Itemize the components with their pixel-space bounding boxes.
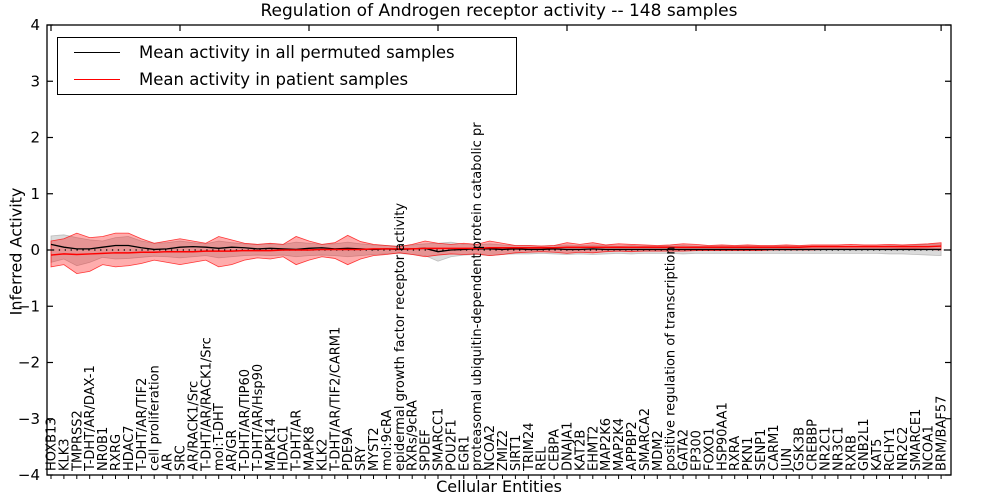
x-tick-label: TRIM24 <box>522 422 537 472</box>
y-tick-label: 0 <box>30 241 40 259</box>
x-tick-label: SMARCC1 <box>432 408 447 471</box>
line-permuted-mean <box>50 243 942 253</box>
x-tick-label: NCOA2 <box>483 425 498 471</box>
x-tick-label: SIRT1 <box>509 435 524 471</box>
x-tick-label: T-DHT/AR/DAX-1 <box>83 365 98 472</box>
x-tick-label: REL <box>535 446 550 471</box>
x-tick-label: ZMIZ2 <box>496 430 511 471</box>
x-tick-label: SENP1 <box>754 429 769 471</box>
x-tick-label: epidermal growth factor receptor activit… <box>393 203 408 471</box>
x-tick-label: MAP2K6 <box>599 418 614 471</box>
x-tick-label: NR0B1 <box>96 427 111 471</box>
x-tick-label: JUN <box>780 448 795 472</box>
x-tick-label: RXRG <box>109 434 124 471</box>
x-tick-label: EGR1 <box>457 435 472 471</box>
x-tick-label: NCOA1 <box>922 425 937 471</box>
x-tick-label: MAPK8 <box>303 426 318 471</box>
x-tick-label: GSK3B <box>793 427 808 471</box>
x-tick-label: SRC <box>174 445 189 471</box>
x-tick-label: BRM/BAF57 <box>935 396 950 471</box>
x-tick-label: EHMT2 <box>586 426 601 471</box>
x-tick-label: KLK2 <box>315 438 330 471</box>
x-tick-label: positive regulation of transcription <box>664 246 679 471</box>
x-tick-label: MAPK14 <box>264 418 279 471</box>
x-tick-label: T-DHT/AR/Hsp90 <box>251 364 266 472</box>
x-tick-label: RCHY1 <box>883 428 898 471</box>
x-tick-label: cell proliferation <box>148 365 163 471</box>
uncertainty-bands <box>50 232 942 275</box>
x-tick-label: NR3C1 <box>831 427 846 471</box>
x-tick-label: FOXO1 <box>702 428 717 471</box>
x-tick-label: MAP2K4 <box>612 418 627 471</box>
y-tick-label: 1 <box>30 185 40 203</box>
y-tick-label: −2 <box>18 354 40 372</box>
line-patient-mean <box>50 245 942 256</box>
y-tick-label: −3 <box>18 410 40 428</box>
y-tick-label: 4 <box>30 16 40 34</box>
x-tick-label: mol:T-DHT <box>212 403 227 471</box>
patient-line-swatch <box>74 78 120 80</box>
x-tick-label: PDE9A <box>341 428 356 471</box>
x-tick-label: PKN1 <box>741 437 756 471</box>
axis-ticks <box>47 24 951 479</box>
x-tick-label: AR/GR <box>225 430 240 471</box>
permuted-line-swatch <box>74 52 120 54</box>
x-tick-label: DNAJA1 <box>561 422 576 471</box>
x-tick-label: GATA2 <box>677 429 692 471</box>
x-tick-label: GNB2L1 <box>857 418 872 471</box>
x-tick-label: CEBPA <box>548 429 563 471</box>
x-tick-label: TMPRSS2 <box>70 410 85 472</box>
x-tick-label: HSP90AA1 <box>715 402 730 471</box>
y-tick-label: 2 <box>30 129 40 147</box>
x-axis-label: Cellular Entities <box>436 477 562 496</box>
x-tick-label: T-DHT/AR <box>290 410 305 472</box>
x-tick-label: POU2F1 <box>444 419 459 471</box>
x-tick-label: KAT5 <box>870 439 885 471</box>
x-tick-label: mol:9cRA <box>380 409 395 471</box>
legend-label-patient: Mean activity in patient samples <box>139 69 409 89</box>
x-tick-label: AR <box>161 453 176 471</box>
x-tick-label: APPBP2 <box>625 421 640 471</box>
series-lines <box>50 243 942 256</box>
legend-item-patient: Mean activity in patient samples <box>58 67 516 91</box>
x-tick-label: KAT2B <box>573 430 588 471</box>
y-tick-label: 3 <box>30 72 40 90</box>
x-tick-label: HOXB13 <box>45 417 60 471</box>
x-tick-label: NR2C1 <box>819 427 834 471</box>
x-tick-label: SMARCA2 <box>638 408 653 471</box>
x-tick-label: T-DHT/AR/RACK1/Src <box>199 337 214 472</box>
x-tick-label: HDAC7 <box>122 425 137 471</box>
y-tick-label: −4 <box>18 466 40 484</box>
x-tick-label: T-DHT/AR/TIF2 <box>135 378 150 472</box>
y-tick-label: −1 <box>18 297 40 315</box>
x-tick-label: MYST2 <box>367 427 382 471</box>
x-tick-label: RXRB <box>844 435 859 471</box>
x-tick-label: AR/RACK1/Src <box>186 381 201 471</box>
x-tick-label: SMARCE1 <box>909 409 924 471</box>
x-tick-label: T-DHT/AR/TIF2/CARM1 <box>328 327 343 472</box>
x-tick-label: SRY <box>354 447 369 471</box>
legend-label-permuted: Mean activity in all permuted samples <box>139 43 455 63</box>
x-tick-label: MDM2 <box>651 430 666 471</box>
x-tick-label: EP300 <box>690 430 705 471</box>
x-tick-label: CARM1 <box>767 425 782 472</box>
x-tick-label: RXRs/9cRA <box>406 400 421 471</box>
y-axis-label: Inferred Activity <box>6 187 26 316</box>
legend: Mean activity in all permuted samples Me… <box>57 37 517 95</box>
x-tick-label: T-DHT/AR/TIP60 <box>238 369 253 472</box>
x-tick-label: SPDEF <box>419 429 434 471</box>
x-tick-label: RXRA <box>728 436 743 471</box>
x-tick-labels: HOXB13KLK3TMPRSS2T-DHT/AR/DAX-1NR0B1RXRG… <box>45 122 950 472</box>
chart-title: Regulation of Androgen receptor activity… <box>260 1 738 21</box>
x-tick-label: NR2C2 <box>896 427 911 471</box>
x-tick-label: HDAC1 <box>277 425 292 471</box>
y-tick-labels: 4 3 2 1 0 −1 −2 −3 −4 <box>18 16 40 484</box>
x-tick-label: KLK3 <box>57 438 72 471</box>
x-tick-label: CREBBP <box>806 419 821 471</box>
legend-item-permuted: Mean activity in all permuted samples <box>58 41 516 65</box>
x-tick-label: proteasomal ubiquitin-dependent protein … <box>470 122 485 471</box>
